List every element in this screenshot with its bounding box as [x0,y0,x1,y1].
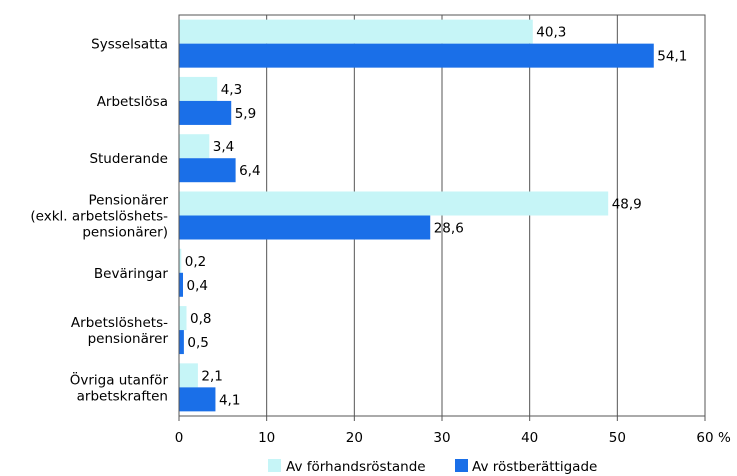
bar-forhandsrostande [179,363,198,388]
category-label: Beväringar [94,266,169,282]
legend-swatch [268,459,281,472]
category-label: Sysselsatta [91,37,168,53]
legend-swatch [455,459,468,472]
value-labels: 40,3 54,1 4,3 5,9 3,4 6,4 48,9 28,6 0,2 0,4 0,8 0,5… [185,25,688,409]
x-tick-label: 40 [521,430,538,446]
x-axis-unit: % [718,430,731,446]
legend: Av förhandsröstande Av röstberättigade [268,459,597,475]
bar-rostberattigade [179,387,216,412]
x-tick-label: 50 [609,430,626,446]
category-label: Arbetslöshets- [71,315,168,331]
legend-label: Av förhandsröstande [286,459,426,475]
value-label: 5,9 [235,106,256,122]
bar-rostberattigade [179,43,654,68]
value-label: 0,8 [190,311,211,327]
bar-rostberattigade [179,215,431,240]
value-label: 2,1 [201,368,222,384]
x-tick-label: 60 [696,430,713,446]
bar-rostberattigade [179,330,184,355]
legend-label: Av röstberättigade [472,459,597,475]
bar-rostberattigade [179,158,236,183]
bar-forhandsrostande [179,306,187,331]
category-label: (exkl. arbetslöshets- [30,209,168,225]
x-axis-ticks: 0 10 20 30 40 50 60 [175,416,714,446]
value-label: 3,4 [213,139,234,155]
x-tick-label: 30 [433,430,450,446]
value-label: 0,4 [187,278,208,294]
category-label: pensionärer [88,331,169,347]
bar-rostberattigade [179,100,232,125]
bar-forhandsrostande [179,19,533,44]
bar-forhandsrostande [179,134,210,159]
x-tick-label: 0 [175,430,184,446]
category-labels: Sysselsatta Arbetslösa Studerande Pensionär… [30,37,168,405]
category-label: arbetskraften [77,388,168,404]
value-label: 40,3 [536,25,566,41]
value-label: 4,1 [219,392,240,408]
bar-rostberattigade [179,272,184,297]
value-label: 6,4 [239,163,260,179]
bar-forhandsrostande [179,76,218,101]
bar-forhandsrostande [179,248,182,273]
value-label: 54,1 [657,49,687,65]
category-label: Övriga utanför [70,370,169,388]
category-label: Pensionärer [88,193,168,209]
value-label: 48,9 [612,197,642,213]
category-label: Arbetslösa [97,94,168,110]
bars [179,19,654,412]
value-label: 0,5 [187,335,208,351]
value-label: 28,6 [434,221,464,237]
bar-forhandsrostande [179,191,609,216]
category-label: pensionärer) [82,225,168,241]
x-tick-label: 20 [346,430,363,446]
value-label: 4,3 [221,82,242,98]
value-label: 0,2 [185,254,206,270]
x-tick-label: 10 [258,430,275,446]
category-label: Studerande [89,151,168,167]
